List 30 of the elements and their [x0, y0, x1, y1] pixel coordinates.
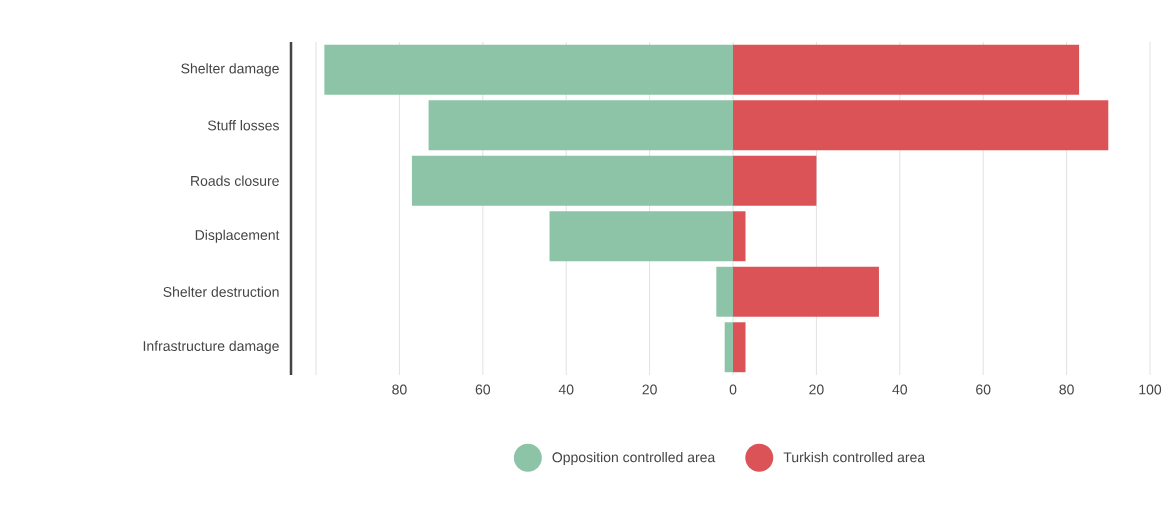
y-tick-label: Roads closure	[191, 175, 279, 186]
y-tick-label: Shelter damage	[181, 63, 279, 77]
y-tick-label: Shelter destruction	[163, 286, 279, 297]
x-tick-label: 100	[1139, 384, 1162, 395]
x-tick-label: 20	[642, 384, 657, 395]
bar	[733, 322, 746, 373]
bar	[733, 211, 746, 262]
legend-label: Opposition controlled area	[552, 451, 716, 466]
bar	[733, 100, 1109, 151]
y-tick-label: Infrastructure damage	[143, 340, 279, 354]
x-tick-label: 80	[392, 384, 407, 395]
x-tick-label: 60	[475, 384, 491, 395]
bar	[716, 266, 734, 317]
bar	[428, 100, 734, 151]
x-tick-label: 80	[1059, 384, 1074, 395]
bar	[733, 44, 1080, 95]
x-tick-label: 40	[558, 384, 574, 395]
bar	[411, 155, 734, 206]
bar	[733, 266, 879, 317]
x-tick-label: 40	[892, 384, 908, 395]
x-tick-label: 20	[809, 384, 824, 395]
bar	[324, 44, 734, 95]
x-tick-label: 0	[729, 384, 737, 395]
bar	[733, 155, 817, 206]
bar	[724, 322, 734, 373]
legend-label: Turkish controlled area	[783, 451, 926, 463]
bar	[549, 211, 734, 262]
y-tick-label: Displacement	[195, 229, 280, 243]
y-tick-label: Stuff losses	[208, 120, 279, 131]
x-tick-label: 60	[976, 384, 991, 395]
